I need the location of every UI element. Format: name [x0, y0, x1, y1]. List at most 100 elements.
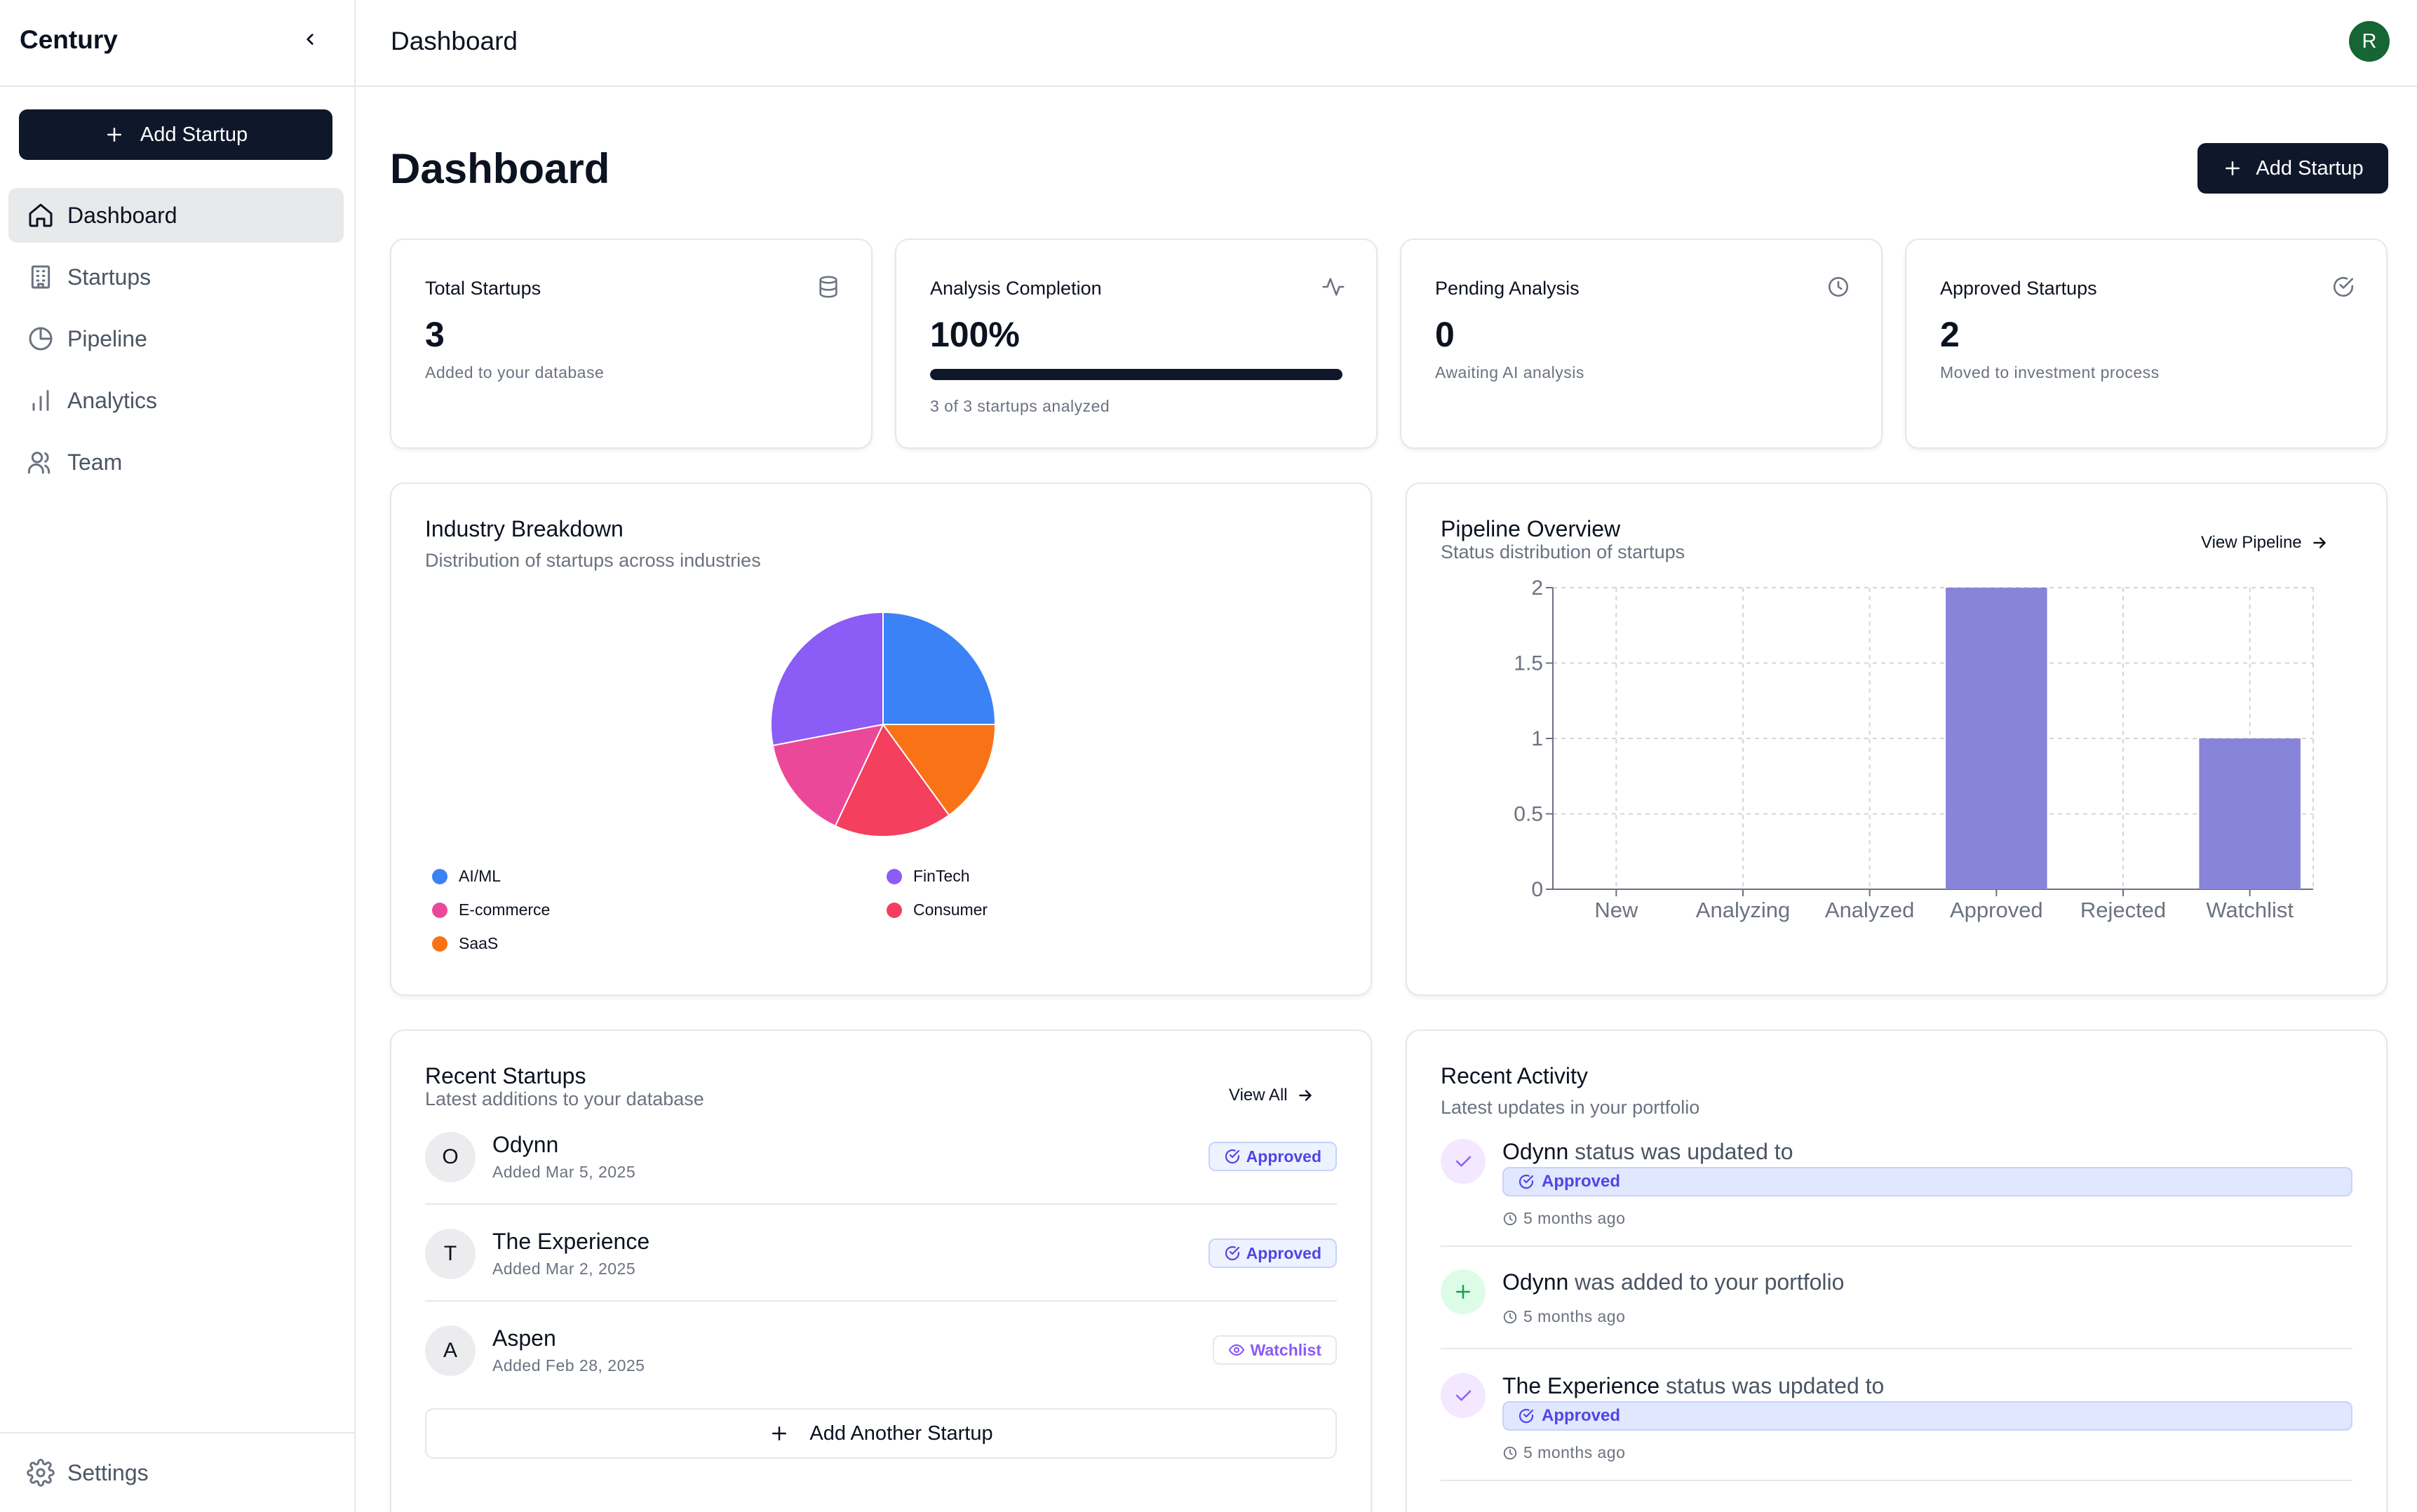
x-tick-label: New: [1594, 898, 1638, 922]
activity-startup-name: The Experience: [1502, 1373, 1660, 1398]
y-tick-label: 1.5: [1514, 652, 1543, 675]
view-pipeline-link[interactable]: View Pipeline: [2201, 533, 2329, 553]
y-tick-label: 0: [1531, 878, 1543, 901]
status-badge-label: Approved: [1542, 1406, 1621, 1425]
stat-card-analysis-completion: Analysis Completion 100% 3 of 3 startups…: [895, 238, 1378, 449]
row-divider: [425, 1203, 1337, 1205]
user-avatar[interactable]: R: [2349, 21, 2390, 62]
status-badge: Approved: [1502, 1167, 2352, 1196]
x-tick-label: Approved: [1950, 898, 2043, 922]
activity-item: The Experience status was updated to App…: [1441, 1373, 2352, 1478]
check-circle-icon: [1225, 1149, 1239, 1164]
clock-icon: [1503, 1310, 1517, 1323]
startup-row[interactable]: O Odynn Added Mar 5, 2025 Approved: [425, 1132, 1337, 1209]
activity-startup-name: Odynn: [1502, 1139, 1569, 1164]
startup-row[interactable]: T The Experience Added Mar 2, 2025 Appro…: [425, 1229, 1337, 1306]
stat-subtitle: Awaiting AI analysis: [1435, 363, 1584, 382]
gear-icon: [27, 1459, 55, 1487]
legend-item-fintech: FinTech: [887, 867, 970, 886]
startup-avatar: O: [425, 1132, 476, 1182]
activity-text: The Experience status was updated to: [1502, 1373, 1884, 1399]
check-circle-icon: [1519, 1408, 1534, 1424]
clock-icon: [1503, 1212, 1517, 1225]
legend-item-ai-ml: AI/ML: [432, 867, 501, 886]
card-title: Recent Startups: [425, 1063, 586, 1088]
activity-time: 5 months ago: [1502, 1209, 1625, 1228]
card-title: Pipeline Overview: [1441, 516, 1621, 541]
activity-item: Odynn status was updated to Approved 5 m…: [1441, 1139, 2352, 1244]
x-tick-label: Rejected: [2080, 898, 2166, 922]
sidebar-add-startup-button[interactable]: Add Startup: [19, 109, 332, 160]
check-icon: [1456, 1390, 1472, 1401]
pie-slice-fintech[interactable]: [770, 611, 884, 747]
pipeline-bar-chart: 0 0.5 1 1.5 2 New Analyzing Analyzed Approved Rej…: [1514, 576, 2314, 922]
card-subtitle: Latest additions to your database: [425, 1088, 704, 1109]
activity-time-label: 5 months ago: [1523, 1443, 1626, 1462]
legend-swatch: [432, 902, 447, 918]
bar-watchlist[interactable]: [2199, 738, 2301, 889]
check-icon: [1456, 1156, 1472, 1167]
view-all-link[interactable]: View All: [1229, 1086, 1314, 1105]
activity-description: status was updated to: [1666, 1373, 1885, 1398]
sidebar-item-team[interactable]: Team: [8, 435, 344, 490]
x-tick-label: Analyzing: [1696, 898, 1790, 922]
status-badge: Approved: [1208, 1238, 1337, 1268]
sidebar: Century Add Startup Dashboard Startups P…: [0, 0, 356, 1512]
startup-date: Added Mar 5, 2025: [492, 1163, 636, 1181]
stat-card-approved-startups: Approved Startups 2 Moved to investment …: [1905, 238, 2388, 449]
row-divider: [425, 1300, 1337, 1302]
arrow-right-icon: [2312, 537, 2326, 548]
settings-label: Settings: [67, 1459, 149, 1485]
add-another-startup-button[interactable]: Add Another Startup: [425, 1408, 1337, 1459]
startup-row[interactable]: A Aspen Added Feb 28, 2025 Watchlist: [425, 1325, 1337, 1403]
status-badge-label: Approved: [1246, 1243, 1321, 1262]
sidebar-item-pipeline[interactable]: Pipeline: [8, 311, 344, 366]
activity-divider: [1441, 1246, 2352, 1247]
sidebar-item-analytics[interactable]: Analytics: [8, 373, 344, 428]
pie-slice-saas[interactable]: [882, 724, 997, 816]
stat-card-total-startups: Total Startups 3 Added to your database: [390, 238, 873, 449]
activity-divider: [1441, 1480, 2352, 1481]
collapse-sidebar-button[interactable]: [297, 27, 323, 52]
chevron-left-icon: [307, 34, 314, 45]
legend-label: FinTech: [913, 867, 970, 885]
check-circle-icon: [1225, 1246, 1239, 1261]
pie-slice-e-commerce[interactable]: [772, 723, 884, 828]
view-pipeline-label: View Pipeline: [2201, 533, 2302, 552]
x-tick-label: Watchlist: [2206, 898, 2294, 922]
status-badge-label: Watchlist: [1250, 1340, 1321, 1359]
pipeline-overview-card: Pipeline Overview Status distribution of…: [1406, 482, 2388, 996]
legend-swatch: [887, 868, 902, 884]
users-icon: [27, 452, 51, 474]
sidebar-item-startups[interactable]: Startups: [8, 250, 344, 304]
activity-time: 5 months ago: [1502, 1443, 1625, 1462]
card-title: Industry Breakdown: [425, 516, 624, 541]
bar-chart-icon: [32, 390, 49, 411]
sidebar-item-settings[interactable]: Settings: [27, 1459, 149, 1487]
analysis-progress-bar: [930, 369, 1342, 380]
sidebar-item-dashboard[interactable]: Dashboard: [8, 188, 344, 243]
status-badge: Approved: [1502, 1401, 2352, 1431]
recent-activity-card: Recent Activity Latest updates in your p…: [1406, 1030, 2388, 1512]
card-subtitle: Latest updates in your portfolio: [1441, 1097, 1700, 1118]
pie-slice-ai-ml[interactable]: [882, 611, 997, 725]
y-tick-label: 1: [1531, 727, 1543, 750]
startup-date: Added Mar 2, 2025: [492, 1260, 636, 1278]
card-subtitle: Status distribution of startups: [1441, 541, 1685, 562]
pie-slice-consumer[interactable]: [834, 723, 950, 837]
card-subtitle: Distribution of startups across industri…: [425, 550, 761, 571]
bar-approved[interactable]: [1946, 588, 2047, 889]
legend-label: Consumer: [913, 900, 988, 919]
legend-item-e-commerce: E-commerce: [432, 900, 550, 919]
card-title: Recent Activity: [1441, 1063, 1588, 1088]
legend-label: SaaS: [459, 934, 499, 952]
status-badge: Approved: [1208, 1142, 1337, 1171]
stat-subtitle: Moved to investment process: [1940, 363, 2160, 382]
clock-icon: [1503, 1446, 1517, 1459]
add-startup-button[interactable]: Add Startup: [2197, 143, 2388, 194]
check-circle-icon: [2333, 276, 2354, 297]
home-icon: [29, 203, 53, 227]
activity-text: Odynn status was updated to: [1502, 1139, 1793, 1165]
startup-name: The Experience: [492, 1229, 650, 1254]
